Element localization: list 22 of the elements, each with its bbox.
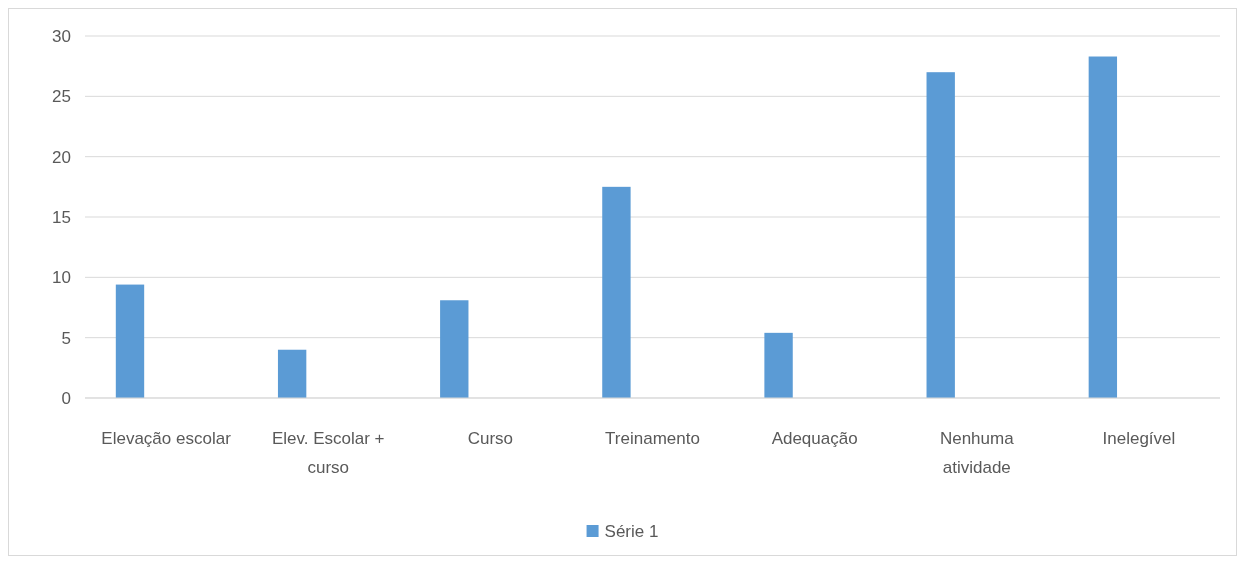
x-tick-label: Treinamento xyxy=(605,429,700,448)
x-tick-label: Adequação xyxy=(771,429,858,448)
x-tick-label: Elev. Escolar + curso xyxy=(271,429,385,477)
y-tick-label: 0 xyxy=(61,388,71,408)
y-tick-label: 20 xyxy=(52,147,71,167)
y-tick-label: 30 xyxy=(52,26,71,46)
y-tick-label: 5 xyxy=(61,328,71,348)
bar xyxy=(440,300,469,398)
bar xyxy=(602,186,631,398)
x-tick-label: Elevação escolar xyxy=(101,429,232,448)
x-tick-label: Inelegível xyxy=(1102,429,1176,448)
x-tick-label: Curso xyxy=(467,429,514,448)
y-tick-label: 15 xyxy=(52,207,71,227)
x-tick-label: Nenhuma atividade xyxy=(939,429,1015,477)
legend-label: Série 1 xyxy=(604,522,659,541)
bar xyxy=(1088,56,1118,398)
y-tick-label: 10 xyxy=(52,268,71,288)
y-tick-label: 25 xyxy=(52,87,71,107)
bar xyxy=(764,332,793,398)
bar xyxy=(926,72,955,398)
bar xyxy=(115,284,145,398)
bar xyxy=(277,349,307,398)
